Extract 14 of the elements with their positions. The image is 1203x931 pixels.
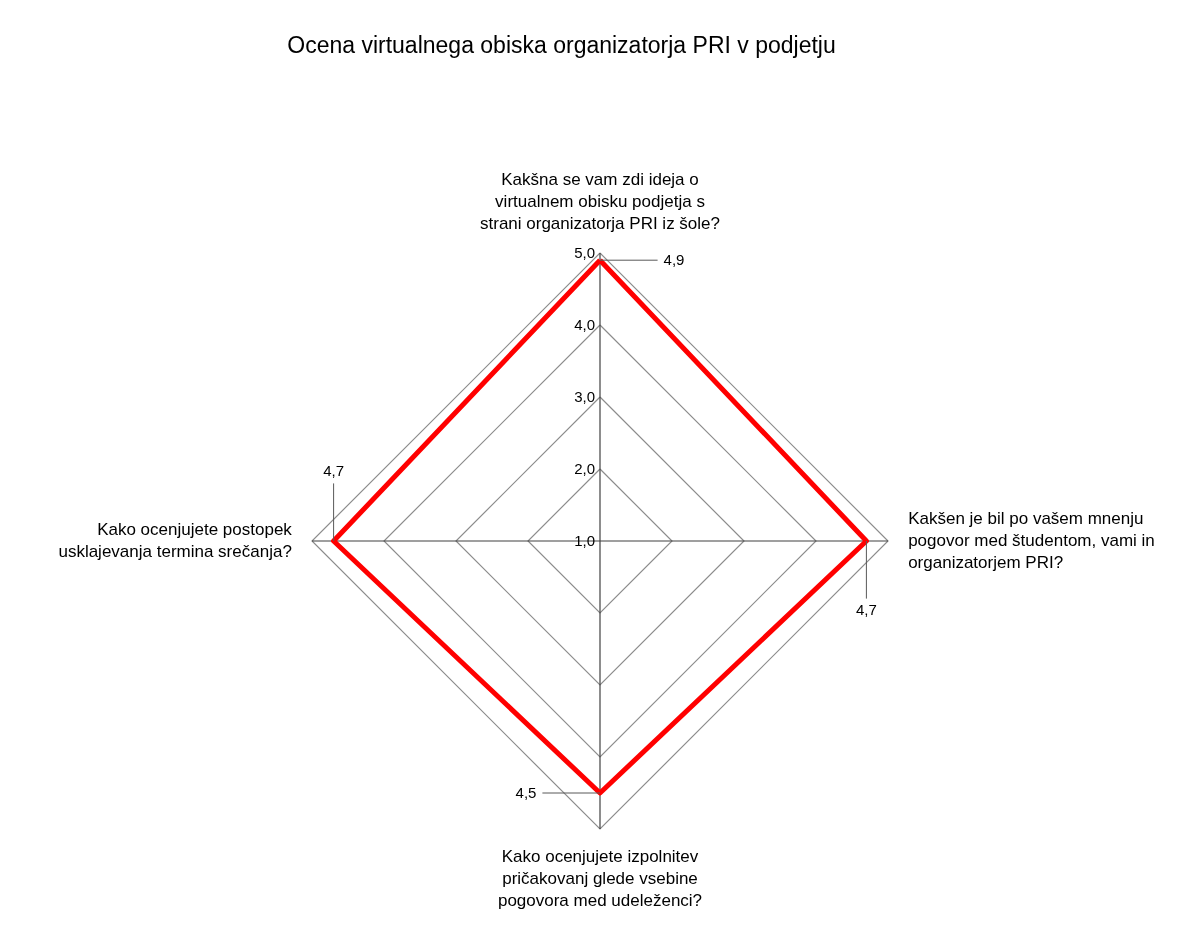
spoke-label: Kakšna se vam zdi ideja o virtualnem obisku podjetja s strani organizatorja PRI iz šole? [479, 169, 721, 233]
text: 4,7 [323, 462, 345, 480]
y-tick-label: 1,0 [574, 532, 595, 549]
spoke-label: Kako ocenjujete izpolnitev pričakovanj glede vsebine pogovora med udeleženci? [497, 847, 703, 911]
text: 4,5 [515, 784, 537, 801]
y-tick-label: 3,0 [574, 388, 595, 405]
text: 4,9 [663, 251, 685, 269]
spoke-label: Kakšen je bil po vašem mnenju pogovor med študentom, vami in organizatorjem PRI? [908, 509, 1155, 572]
spoke-label: Kako ocenjujete postopek usklajevanja termina srečanja? [58, 520, 293, 561]
y-tick-label: 5,0 [574, 244, 595, 261]
y-tick-label: 4,0 [574, 316, 595, 333]
y-tick-label: 2,0 [574, 460, 595, 477]
chart-title: Ocena virtualnega obiska organizatorja PRI v podjetju [287, 32, 836, 58]
text: 4,7 [855, 600, 877, 618]
